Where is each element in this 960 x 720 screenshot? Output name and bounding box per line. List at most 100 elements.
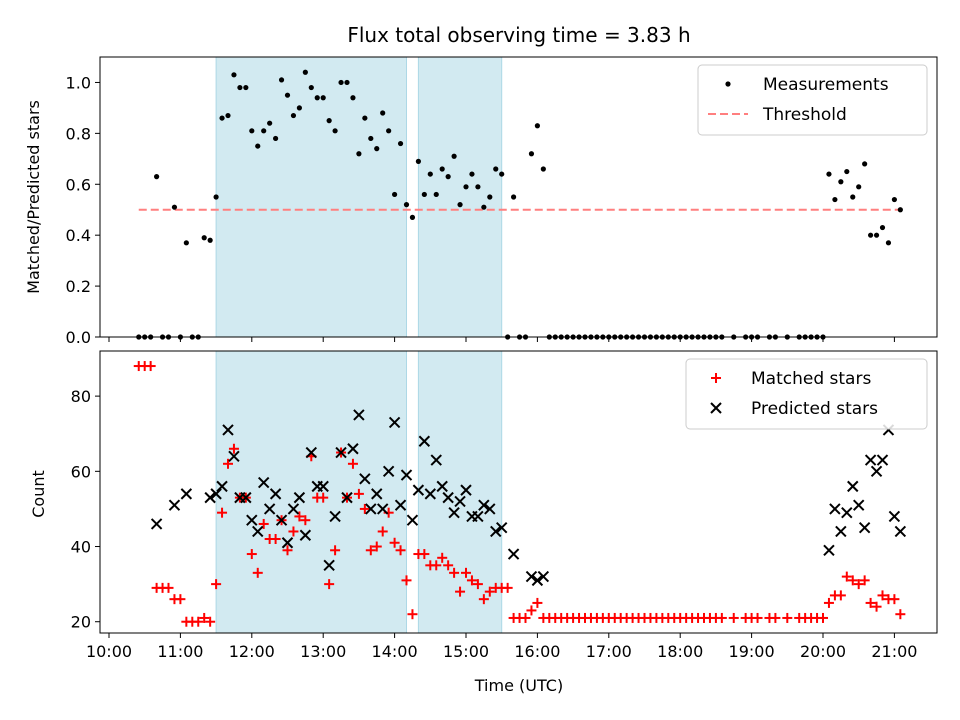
top-y-tick-label-1: 0.2 <box>66 277 91 296</box>
bottom-x-point-60-b <box>841 506 853 519</box>
bottom-x-point-7-b <box>228 450 240 462</box>
bottom-x-point-59-b <box>835 525 847 538</box>
bottom-plus-point-57 <box>472 579 483 590</box>
bottom-x-point-7 <box>228 450 240 462</box>
top-dot-point-46 <box>409 214 416 220</box>
top-dot-point-45 <box>403 202 410 208</box>
top-dot-point-16 <box>231 72 237 78</box>
bottom-x-point-19-b <box>299 529 312 541</box>
top-dot-point-25 <box>284 92 291 98</box>
bottom-x-point-38 <box>412 484 425 496</box>
bottom-plus-point-25 <box>282 545 293 556</box>
top-legend-box <box>697 64 928 136</box>
bottom-x-point-69 <box>894 525 907 538</box>
bottom-plus-point-31 <box>318 492 329 503</box>
bottom-plus-point-27 <box>294 511 305 522</box>
bottom-x-point-31 <box>371 488 383 500</box>
top-dot-point-19 <box>249 128 255 134</box>
bottom-x-point-34-b <box>388 416 401 429</box>
top-dot-point-68 <box>540 166 546 172</box>
bottom-x-point-18-b <box>293 491 306 504</box>
bottom-plus-point-23 <box>270 534 281 544</box>
bottom-x-point-62-b <box>852 499 865 511</box>
bottom-plus-point-58 <box>478 594 489 605</box>
bottom-plus-point-13 <box>211 579 222 590</box>
bottom-x-point-5-b <box>216 480 228 493</box>
top-dot-point-34 <box>338 79 344 86</box>
bottom-x-point-68-b <box>888 510 901 523</box>
bottom-x-point-41-b <box>430 454 442 466</box>
bottom-x-point-43-b <box>442 491 454 504</box>
bottom-x-point-55-b <box>531 574 544 587</box>
x-tick-label-0: 10:00 <box>86 642 132 661</box>
top-dot-point-26 <box>290 112 297 119</box>
bottom-plus-point-113 <box>835 590 846 601</box>
top-dot-point-15 <box>225 112 231 119</box>
top-dot-point-120 <box>879 224 886 231</box>
top-dot-point-22 <box>267 120 273 126</box>
bottom-plus-point-115 <box>847 575 858 586</box>
bottom-x-point-52 <box>495 522 508 534</box>
bottom-plus-point-110 <box>818 612 828 623</box>
bottom-plus-point-98 <box>716 612 727 623</box>
bottom-x-point-53-b <box>507 548 520 560</box>
top-y-tick-label-2: 0.4 <box>66 226 91 245</box>
bottom-x-point-58 <box>829 503 841 515</box>
bottom-plus-point-32 <box>324 579 335 590</box>
top-dot-point-14 <box>219 115 225 121</box>
bottom-x-point-50 <box>484 503 496 515</box>
bottom-plus-point-2 <box>145 361 156 372</box>
bottom-x-point-13-b <box>263 503 276 515</box>
x-tick-label-2: 12:00 <box>229 642 275 661</box>
bottom-x-point-36-b <box>400 469 413 481</box>
bottom-plus-point-120 <box>877 590 888 601</box>
top-dot-point-61 <box>499 171 505 177</box>
bottom-x-point-55 <box>531 574 544 587</box>
bottom-x-point-50-b <box>484 503 496 515</box>
bottom-x-point-33 <box>382 465 395 478</box>
bottom-legend-label-0: Matched stars <box>751 369 871 389</box>
bottom-x-point-22 <box>317 480 329 493</box>
bottom-x-point-49-b <box>478 499 490 511</box>
top-y-tick-label-0: 0.0 <box>66 328 91 347</box>
top-dot-point-24 <box>278 77 285 83</box>
bottom-plus-point-46 <box>407 609 418 620</box>
top-dot-point-60 <box>493 166 499 172</box>
bottom-plus-point-12 <box>205 616 216 627</box>
top-dot-point-121 <box>885 240 892 246</box>
bottom-x-point-41 <box>430 454 442 466</box>
bottom-plus-point-62 <box>502 582 513 593</box>
bottom-plus-point-119 <box>871 601 882 612</box>
bottom-plus-point-117 <box>859 575 870 586</box>
bottom-y-tick-label-2: 60 <box>71 462 91 481</box>
bottom-plus-point-56 <box>466 575 477 586</box>
bottom-x-point-57 <box>823 544 835 556</box>
bottom-x-point-6-b <box>222 424 234 436</box>
bottom-plus-point-44 <box>395 545 406 556</box>
bottom-x-point-20-b <box>305 446 318 459</box>
top-dot-point-8 <box>183 240 189 246</box>
bottom-x-point-46 <box>460 484 472 496</box>
bottom-x-point-3 <box>204 491 216 504</box>
bottom-x-point-6 <box>222 424 234 436</box>
bottom-x-point-29-b <box>359 473 371 485</box>
bottom-x-point-25-b <box>335 446 347 459</box>
bottom-plus-point-51 <box>437 552 448 563</box>
bottom-x-point-17 <box>287 503 300 515</box>
top-dot-point-57 <box>475 184 481 190</box>
bottom-x-point-2-b <box>180 488 193 500</box>
bottom-x-point-39-b <box>418 435 431 447</box>
bottom-plus-point-116 <box>853 579 864 590</box>
bottom-plus-point-39 <box>365 545 376 556</box>
bottom-x-point-32-b <box>376 503 389 515</box>
bottom-plus-point-14 <box>217 507 228 518</box>
bottom-x-point-52-b <box>495 522 508 534</box>
bottom-x-point-25 <box>335 446 347 459</box>
bottom-plus-point-28 <box>300 515 311 526</box>
top-dot-point-117 <box>862 161 868 167</box>
top-dot-point-47 <box>415 158 421 164</box>
bottom-x-point-9 <box>240 491 252 504</box>
bottom-legend-swatch-1 <box>710 402 722 414</box>
bottom-plus-point-45 <box>401 575 412 586</box>
bottom-x-point-42 <box>436 480 448 493</box>
